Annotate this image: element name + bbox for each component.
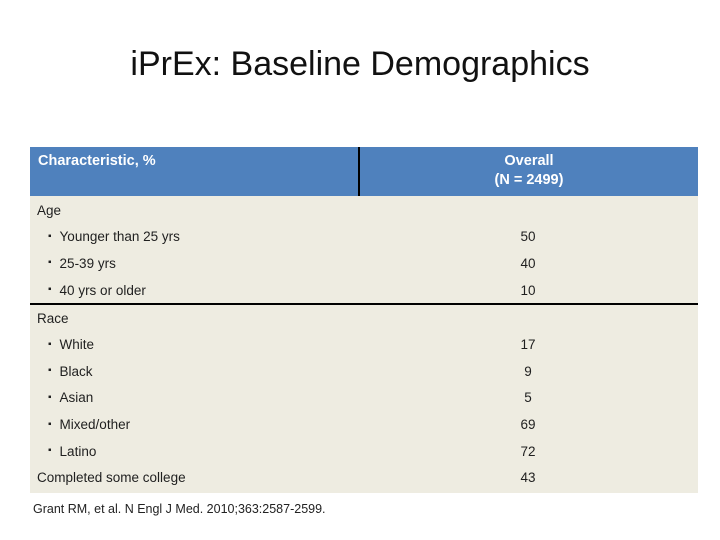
table-row-mixed-other: ▪ Mixed/other 69 <box>30 411 698 438</box>
row-label-text: Asian <box>59 390 94 406</box>
row-label: ▪ Latino <box>30 444 358 459</box>
row-value: 40 <box>520 255 536 271</box>
row-label: ▪ Mixed/other <box>30 417 358 432</box>
row-label: Race <box>37 310 69 326</box>
row-label-text: White <box>59 337 95 353</box>
table-row-white: ▪ White 17 <box>30 331 698 358</box>
row-value: 17 <box>520 337 536 353</box>
row-label: ▪ White <box>30 337 358 352</box>
row-label: ▪ 25-39 yrs <box>30 256 358 271</box>
column-header-overall-line2: (N = 2499) <box>494 172 564 189</box>
bullet-icon: ▪ <box>48 284 52 296</box>
row-label-text: Younger than 25 yrs <box>59 229 180 245</box>
demographics-table: Characteristic, % Overall (N = 2499) Age… <box>30 147 698 494</box>
table-row-age: Age <box>30 197 698 224</box>
slide-title: iPrEx: Baseline Demographics <box>130 45 590 83</box>
row-label: ▪ Asian <box>30 390 358 405</box>
column-header-overall: Overall (N = 2499) <box>358 147 698 196</box>
row-value: 43 <box>520 470 536 486</box>
table-row-40-or-older: ▪ 40 yrs or older 10 <box>30 277 698 304</box>
bullet-icon: ▪ <box>48 338 52 350</box>
row-label: ▪ Black <box>30 364 358 379</box>
bullet-icon: ▪ <box>48 365 52 377</box>
row-label-text: 25-39 yrs <box>59 255 116 271</box>
bullet-icon: ▪ <box>48 445 52 457</box>
row-label-text: Mixed/other <box>59 417 131 433</box>
row-value: 5 <box>524 390 532 406</box>
citation: Grant RM, et al. N Engl J Med. 2010;363:… <box>33 502 326 516</box>
row-label: ▪ Younger than 25 yrs <box>30 229 358 244</box>
row-value: 10 <box>520 282 536 298</box>
section-divider <box>30 303 698 305</box>
bullet-icon: ▪ <box>48 257 52 269</box>
table-row-latino: ▪ Latino 72 <box>30 438 698 465</box>
table-body: Age ▪ Younger than 25 yrs 50 ▪ 25-39 yrs… <box>30 196 698 494</box>
bullet-icon: ▪ <box>48 230 52 242</box>
column-header-characteristic: Characteristic, % <box>38 153 156 169</box>
row-value: 9 <box>524 363 532 379</box>
table-row-race: Race <box>30 305 698 332</box>
table-row-younger-than-25: ▪ Younger than 25 yrs 50 <box>30 224 698 251</box>
table-row-25-39: ▪ 25-39 yrs 40 <box>30 250 698 277</box>
row-value: 50 <box>520 229 536 245</box>
bullet-icon: ▪ <box>48 418 52 430</box>
row-label-text: Latino <box>59 443 97 459</box>
row-label: ▪ 40 yrs or older <box>30 283 358 298</box>
row-label-text: Black <box>59 363 93 379</box>
row-value: 69 <box>520 417 536 433</box>
bullet-icon: ▪ <box>48 391 52 403</box>
table-row-completed-college: Completed some college 43 <box>30 464 698 491</box>
table-row-asian: ▪ Asian 5 <box>30 385 698 412</box>
table-header-row: Characteristic, % Overall (N = 2499) <box>30 147 698 196</box>
row-label: Completed some college <box>37 470 186 486</box>
column-header-overall-line1: Overall <box>504 153 554 169</box>
row-value: 72 <box>520 443 536 459</box>
row-label-text: 40 yrs or older <box>59 282 146 298</box>
table-row-black: ▪ Black 9 <box>30 358 698 385</box>
row-label: Age <box>37 202 62 218</box>
